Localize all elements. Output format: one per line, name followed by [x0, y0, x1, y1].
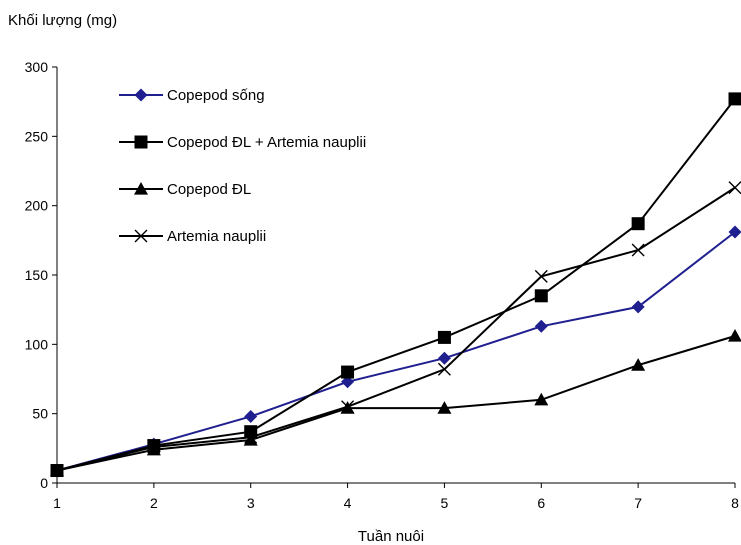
- legend-item: Copepod ĐL + Artemia nauplii: [119, 134, 366, 151]
- y-tick-label: 200: [25, 198, 49, 214]
- y-axis-label: Khối lượng (mg): [8, 12, 117, 29]
- x-tick-label: 2: [150, 495, 158, 511]
- data-point-square: [438, 331, 451, 344]
- data-point-square: [729, 92, 741, 105]
- y-tick-label: 250: [25, 128, 49, 144]
- legend-label: Copepod ĐL + Artemia nauplii: [167, 134, 366, 151]
- x-tick-label: 1: [53, 495, 61, 511]
- legend-item: Artemia nauplii: [119, 228, 266, 245]
- x-tick-label: 7: [634, 495, 642, 511]
- data-point-square: [341, 366, 354, 379]
- data-point-diamond: [535, 320, 548, 333]
- series-1: [51, 92, 741, 477]
- y-tick-label: 100: [25, 336, 49, 352]
- y-tick-label: 150: [25, 267, 49, 283]
- legend-label: Artemia nauplii: [167, 228, 266, 245]
- series-line: [57, 99, 735, 471]
- x-tick-label: 3: [247, 495, 255, 511]
- legend-marker-diamond: [135, 89, 148, 102]
- y-tick-label: 300: [25, 59, 49, 75]
- y-tick-label: 0: [40, 475, 48, 491]
- axes: 0 50 100 150 200 250 300 1 2 3 4 5 6 7 8: [25, 59, 739, 511]
- legend: Copepod sống Copepod ĐL + Artemia nauplii…: [119, 87, 366, 245]
- x-tick-label: 8: [731, 495, 739, 511]
- legend-label: Copepod ĐL: [167, 181, 251, 198]
- y-tick-label: 50: [32, 406, 48, 422]
- x-axis-label: Tuần nuôi: [358, 528, 424, 545]
- data-point-triangle: [728, 329, 741, 342]
- series-layer: [50, 92, 741, 477]
- data-point-diamond: [438, 352, 451, 365]
- legend-item: Copepod ĐL: [119, 181, 251, 198]
- series-line: [57, 232, 735, 471]
- data-point-diamond: [244, 410, 257, 423]
- legend-label: Copepod sống: [167, 87, 265, 104]
- data-point-square: [535, 289, 548, 302]
- data-point-x: [438, 363, 450, 375]
- x-tick-label: 4: [344, 495, 352, 511]
- data-point-x: [729, 182, 741, 194]
- data-point-x: [632, 244, 644, 256]
- legend-item: Copepod sống: [119, 87, 265, 104]
- legend-marker-square: [135, 136, 148, 149]
- x-tick-label: 5: [441, 495, 449, 511]
- data-point-square: [632, 217, 645, 230]
- series-2: [50, 329, 741, 476]
- data-point-x: [535, 270, 547, 282]
- x-tick-label: 6: [537, 495, 545, 511]
